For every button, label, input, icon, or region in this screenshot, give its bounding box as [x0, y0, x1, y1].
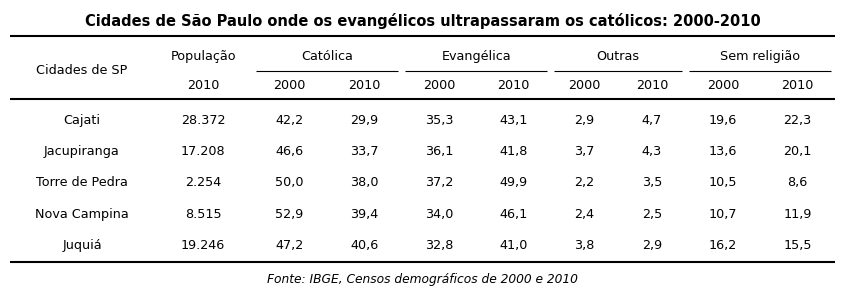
- Text: 35,3: 35,3: [425, 114, 452, 127]
- Text: 4,7: 4,7: [641, 114, 661, 127]
- Text: 50,0: 50,0: [275, 176, 304, 189]
- Text: 43,1: 43,1: [499, 114, 528, 127]
- Text: 16,2: 16,2: [708, 239, 736, 252]
- Text: 37,2: 37,2: [425, 176, 452, 189]
- Text: 46,6: 46,6: [275, 145, 303, 158]
- Text: 17.208: 17.208: [181, 145, 225, 158]
- Text: 2010: 2010: [635, 79, 668, 92]
- Text: 8.515: 8.515: [185, 208, 221, 221]
- Text: 22,3: 22,3: [782, 114, 811, 127]
- Text: 2,2: 2,2: [574, 176, 594, 189]
- Text: 2,4: 2,4: [574, 208, 594, 221]
- Text: 32,8: 32,8: [425, 239, 452, 252]
- Text: 46,1: 46,1: [499, 208, 527, 221]
- Text: Cajati: Cajati: [63, 114, 100, 127]
- Text: 2000: 2000: [422, 79, 455, 92]
- Text: 15,5: 15,5: [782, 239, 811, 252]
- Text: Cidades de SP: Cidades de SP: [36, 64, 127, 78]
- Text: 2010: 2010: [348, 79, 380, 92]
- Text: Católica: Católica: [300, 50, 353, 63]
- Text: 20,1: 20,1: [782, 145, 811, 158]
- Text: 2000: 2000: [273, 79, 306, 92]
- Text: 2,9: 2,9: [641, 239, 661, 252]
- Text: 3,8: 3,8: [574, 239, 594, 252]
- Text: 52,9: 52,9: [275, 208, 303, 221]
- Text: 2000: 2000: [706, 79, 738, 92]
- Text: 2000: 2000: [568, 79, 600, 92]
- Text: 2010: 2010: [781, 79, 813, 92]
- Text: 3,5: 3,5: [641, 176, 662, 189]
- Text: 36,1: 36,1: [425, 145, 452, 158]
- Text: 8,6: 8,6: [787, 176, 807, 189]
- Text: 29,9: 29,9: [349, 114, 378, 127]
- Text: Jacupiranga: Jacupiranga: [44, 145, 120, 158]
- Text: 42,2: 42,2: [275, 114, 303, 127]
- Text: 11,9: 11,9: [782, 208, 811, 221]
- Text: Evangélica: Evangélica: [441, 50, 511, 63]
- Text: Torre de Pedra: Torre de Pedra: [36, 176, 127, 189]
- Text: 47,2: 47,2: [275, 239, 303, 252]
- Text: 28.372: 28.372: [181, 114, 225, 127]
- Text: 40,6: 40,6: [349, 239, 378, 252]
- Text: Juquiá: Juquiá: [62, 239, 102, 252]
- Text: População: População: [170, 50, 235, 63]
- Text: 2010: 2010: [497, 79, 529, 92]
- Text: Outras: Outras: [596, 50, 639, 63]
- Text: 13,6: 13,6: [708, 145, 736, 158]
- Text: Sem religião: Sem religião: [719, 50, 799, 63]
- Text: 34,0: 34,0: [425, 208, 452, 221]
- Text: 4,3: 4,3: [641, 145, 661, 158]
- Text: 10,7: 10,7: [708, 208, 736, 221]
- Text: 49,9: 49,9: [499, 176, 527, 189]
- Text: Nova Campina: Nova Campina: [35, 208, 129, 221]
- Text: Cidades de São Paulo onde os evangélicos ultrapassaram os católicos: 2000-2010: Cidades de São Paulo onde os evangélicos…: [84, 13, 760, 29]
- Text: 19.246: 19.246: [181, 239, 225, 252]
- Text: 2,5: 2,5: [641, 208, 661, 221]
- Text: 2010: 2010: [187, 79, 219, 92]
- Text: 2.254: 2.254: [185, 176, 221, 189]
- Text: 10,5: 10,5: [708, 176, 736, 189]
- Text: 3,7: 3,7: [574, 145, 594, 158]
- Text: 33,7: 33,7: [349, 145, 378, 158]
- Text: 38,0: 38,0: [349, 176, 378, 189]
- Text: Fonte: IBGE, Censos demográficos de 2000 e 2010: Fonte: IBGE, Censos demográficos de 2000…: [267, 273, 577, 286]
- Text: 19,6: 19,6: [708, 114, 736, 127]
- Text: 41,8: 41,8: [499, 145, 528, 158]
- Text: 41,0: 41,0: [499, 239, 528, 252]
- Text: 2,9: 2,9: [574, 114, 594, 127]
- Text: 39,4: 39,4: [349, 208, 378, 221]
